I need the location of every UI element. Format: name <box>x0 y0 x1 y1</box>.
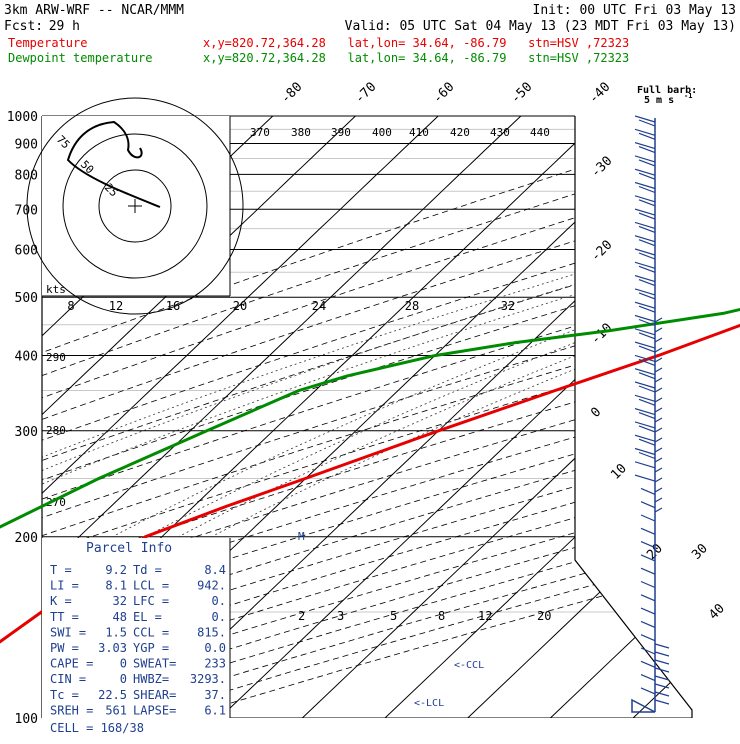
theta-label-280: 280 <box>46 424 66 437</box>
parcel-row-9-value2: 6.1 <box>204 703 226 717</box>
m-annotation: M <box>298 530 305 543</box>
parcel-row-9-label1: SREH = <box>50 703 93 717</box>
fcst-value: 29 h <box>49 19 80 34</box>
parcel-row-3-value2: 0. <box>212 610 226 624</box>
parcel-row-4-value2: 815. <box>197 625 226 639</box>
theta-label-290: 290 <box>46 351 66 364</box>
ccl-annotation: <-CCL <box>454 660 484 671</box>
pressure-label-900: 900 <box>15 138 38 153</box>
barb-legend-line2: 5 m s <box>644 95 674 106</box>
parcel-info-panel: Parcel Info T = 9.2 Td = 8.4 LI = 8.1 LCL = 942.… <box>42 538 230 735</box>
parcel-row-6-value2: 233 <box>204 657 226 671</box>
parcel-row-7-value2: 3293. <box>190 672 226 686</box>
mixing-ratio-label-5: 5 <box>390 609 397 623</box>
hodograph-units: kts <box>46 283 66 296</box>
legend-dewpoint-name: Dewpoint temperature <box>8 51 153 65</box>
theta-label-430: 430 <box>490 126 510 139</box>
pressure-label-200: 200 <box>15 531 38 546</box>
theta-label-370: 370 <box>250 126 270 139</box>
hodograph-speed-label-28: 28 <box>405 299 419 313</box>
theta-label-390: 390 <box>331 126 351 139</box>
parcel-row-4-label2: CCL = <box>133 625 169 639</box>
mixing-ratio-label-20: 20 <box>537 609 551 623</box>
pressure-label-400: 400 <box>15 350 38 365</box>
hodograph-speed-label-20: 20 <box>233 299 247 313</box>
theta-label-440: 440 <box>530 126 550 139</box>
parcel-row-8-label2: SHEAR= <box>133 688 176 702</box>
parcel-row-9-label2: LAPSE= <box>133 703 176 717</box>
theta-label-380: 380 <box>291 126 311 139</box>
parcel-row-7-value1: 0 <box>120 672 127 686</box>
mixing-ratio-label-12: 12 <box>478 609 492 623</box>
hodograph-speed-label-32: 32 <box>501 299 515 313</box>
parcel-row-5-value1: 3.03 <box>98 641 127 655</box>
legend-dewpoint-info: x,y=820.72,364.28 lat,lon= 34.64, -86.79… <box>203 51 629 65</box>
parcel-row-2-value1: 32 <box>113 594 127 608</box>
parcel-row-3-label1: TT = <box>50 610 79 624</box>
parcel-row-2-value2: 0. <box>212 594 226 608</box>
parcel-row-8-value2: 37. <box>204 688 226 702</box>
parcel-row-4-value1: 1.5 <box>105 625 127 639</box>
parcel-row-0-label2: Td = <box>133 563 162 577</box>
mixing-ratio-label-8: 8 <box>438 609 445 623</box>
parcel-row-3-value1: 48 <box>113 610 127 624</box>
hodograph-speed-label-8: 8 <box>67 299 74 313</box>
parcel-row-4-label1: SWI = <box>50 625 86 639</box>
theta-label-420: 420 <box>450 126 470 139</box>
parcel-row-8-value1: 22.5 <box>98 688 127 702</box>
barb-legend-exp: -1 <box>684 92 692 100</box>
parcel-row-9-value1: 561 <box>105 703 127 717</box>
parcel-row-5-label1: PW = <box>50 641 79 655</box>
parcel-row-6-label2: SWEAT= <box>133 657 176 671</box>
valid-time: Valid: 05 UTC Sat 04 May 13 (23 MDT Fri … <box>345 19 736 34</box>
parcel-row-1-label1: LI = <box>50 579 79 593</box>
mixing-ratio-label-2: 2 <box>298 609 305 623</box>
pressure-label-800: 800 <box>15 168 38 183</box>
parcel-row-0-label1: T = <box>50 563 72 577</box>
model-title: 3km ARW-WRF -- NCAR/MMM <box>4 3 184 18</box>
init-time: Init: 00 UTC Fri 03 May 13 <box>533 3 737 18</box>
parcel-row-5-value2: 0.0 <box>204 641 226 655</box>
parcel-row-5-label2: YGP = <box>133 641 169 655</box>
parcel-row-1-label2: LCL = <box>133 579 169 593</box>
mixing-ratio-label-3: 3 <box>337 609 344 623</box>
pressure-label-100: 100 <box>15 712 38 727</box>
parcel-row-6-label1: CAPE = <box>50 657 93 671</box>
parcel-row-6-value1: 0 <box>120 657 127 671</box>
lcl-annotation: <-LCL <box>414 698 444 709</box>
parcel-title: Parcel Info <box>86 541 172 556</box>
pressure-label-700: 700 <box>15 203 38 218</box>
parcel-row-2-label2: LFC = <box>133 594 169 608</box>
pressure-label-300: 300 <box>15 425 38 440</box>
parcel-row-8-label1: Tc = <box>50 688 79 702</box>
fcst-label: Fcst: <box>4 19 43 34</box>
pressure-label-500: 500 <box>15 291 38 306</box>
parcel-cell: CELL = 168/38 <box>50 721 144 735</box>
parcel-row-7-label2: HWBZ= <box>133 672 169 686</box>
legend-temperature-info: x,y=820.72,364.28 lat,lon= 34.64, -86.79… <box>203 36 629 50</box>
parcel-row-0-value1: 9.2 <box>105 563 127 577</box>
parcel-row-1-value2: 942. <box>197 579 226 593</box>
hodograph-speed-label-24: 24 <box>312 299 326 313</box>
hodograph-speed-label-16: 16 <box>166 299 180 313</box>
parcel-row-0-value2: 8.4 <box>204 563 226 577</box>
theta-label-400: 400 <box>372 126 392 139</box>
parcel-row-3-label2: EL = <box>133 610 162 624</box>
parcel-row-1-value1: 8.1 <box>105 579 127 593</box>
theta-label-410: 410 <box>409 126 429 139</box>
legend-temperature-name: Temperature <box>8 36 87 50</box>
parcel-row-7-label1: CIN = <box>50 672 86 686</box>
pressure-label-1000: 1000 <box>7 110 38 125</box>
parcel-row-2-label1: K = <box>50 594 72 608</box>
